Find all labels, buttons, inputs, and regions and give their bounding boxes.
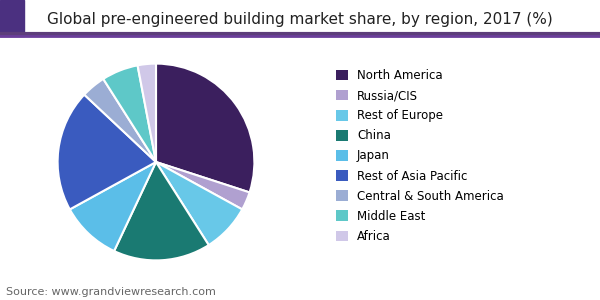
Wedge shape	[114, 162, 209, 260]
Bar	[0, 0, 24, 36]
Wedge shape	[84, 79, 156, 162]
Legend: North America, Russia/CIS, Rest of Europe, China, Japan, Rest of Asia Pacific, C: North America, Russia/CIS, Rest of Europ…	[332, 66, 508, 246]
Text: Global pre-engineered building market share, by region, 2017 (%): Global pre-engineered building market sh…	[47, 12, 553, 27]
Wedge shape	[58, 94, 156, 209]
Wedge shape	[156, 162, 242, 245]
Wedge shape	[156, 64, 254, 192]
Wedge shape	[70, 162, 156, 251]
Wedge shape	[103, 65, 156, 162]
Text: Source: www.grandviewresearch.com: Source: www.grandviewresearch.com	[6, 287, 216, 297]
Wedge shape	[156, 162, 250, 209]
Wedge shape	[137, 64, 156, 162]
